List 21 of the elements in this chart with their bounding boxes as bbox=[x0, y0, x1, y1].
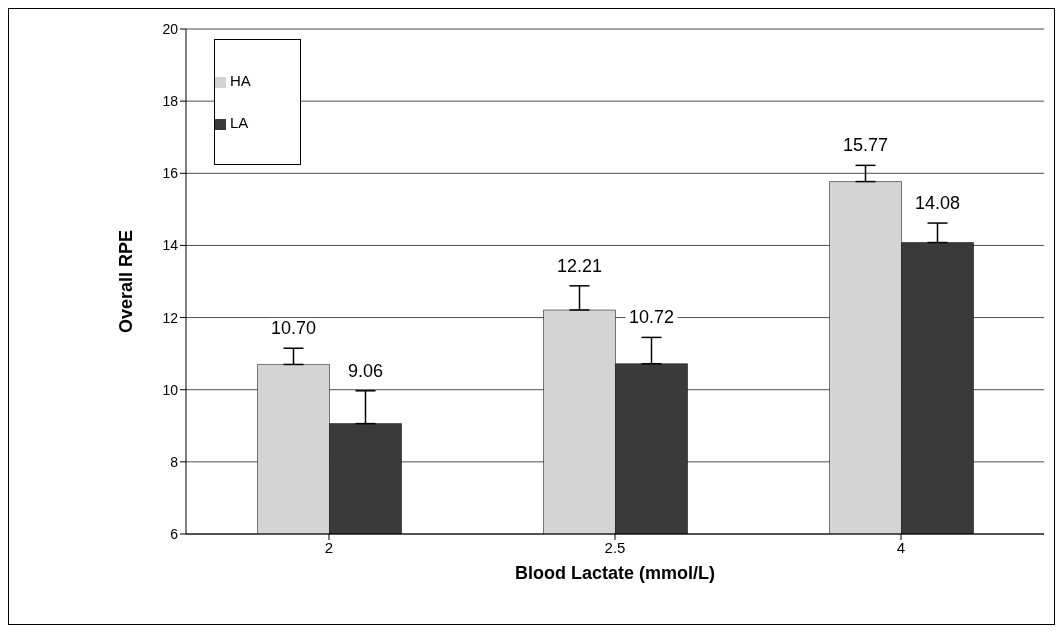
y-tick-label: 18 bbox=[162, 93, 179, 110]
y-tick-label: 8 bbox=[170, 453, 179, 470]
data-label: 14.08 bbox=[914, 193, 961, 214]
data-label: 9.06 bbox=[347, 360, 384, 381]
y-axis-title: Overall RPE bbox=[116, 229, 137, 334]
y-tick-label: 6 bbox=[170, 525, 179, 542]
y-tick-label: 20 bbox=[162, 20, 179, 37]
legend-label: HA bbox=[230, 72, 251, 89]
data-label: 12.21 bbox=[556, 255, 603, 276]
x-tick-label: 4 bbox=[896, 538, 906, 556]
y-tick-label: 16 bbox=[162, 165, 179, 182]
y-tick-label: 10 bbox=[162, 381, 179, 398]
y-tick-label: 12 bbox=[162, 309, 179, 326]
data-label: 10.70 bbox=[270, 318, 317, 339]
legend-label: LA bbox=[230, 114, 249, 131]
x-tick-label: 2.5 bbox=[604, 538, 626, 556]
data-label: 10.72 bbox=[628, 307, 675, 328]
x-tick-label: 2 bbox=[324, 538, 334, 556]
y-tick-label: 14 bbox=[162, 237, 179, 254]
x-axis-title: Blood Lactate (mmol/L) bbox=[514, 563, 716, 583]
data-label: 15.77 bbox=[842, 135, 889, 156]
